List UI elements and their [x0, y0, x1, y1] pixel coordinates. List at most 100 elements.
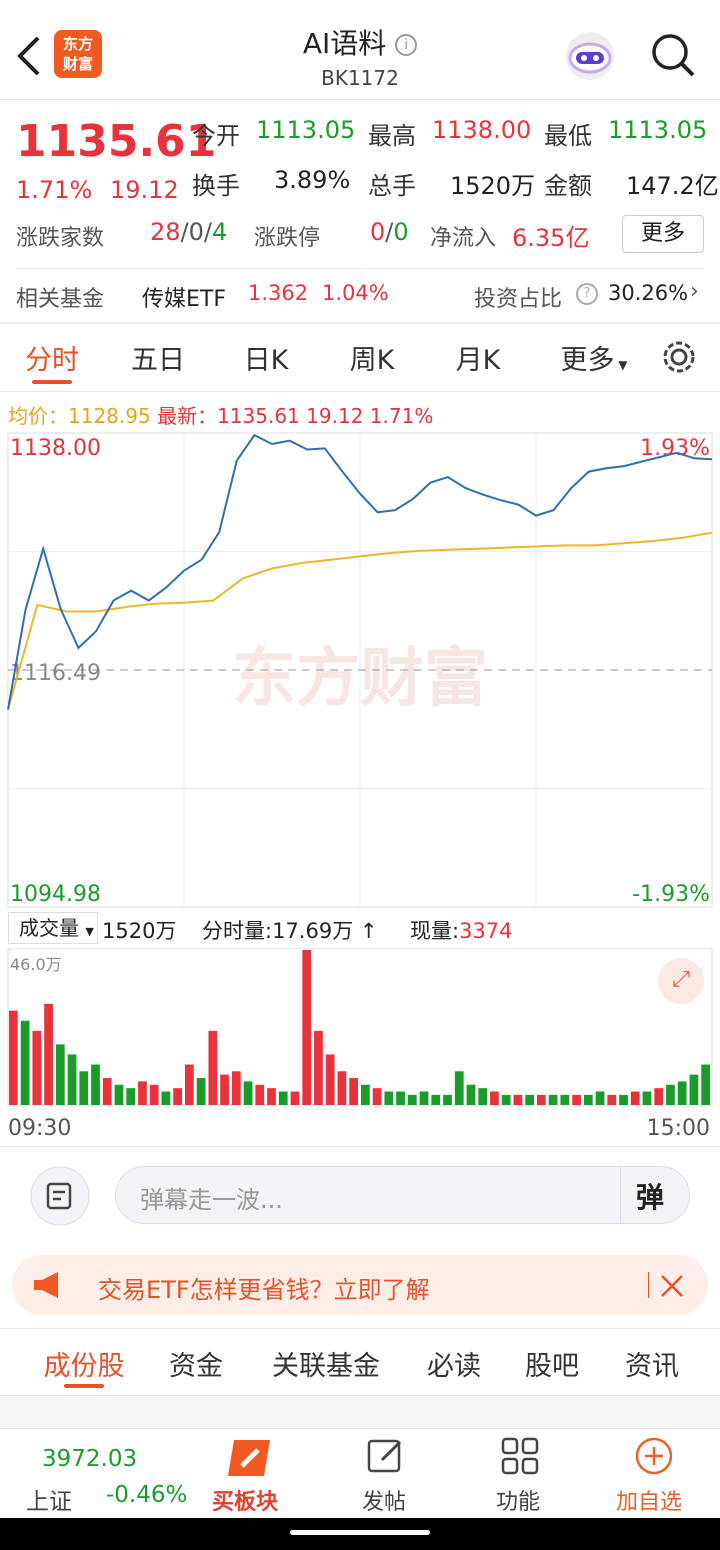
- y-tick-label: 1116.49: [10, 661, 101, 686]
- danmaku-settings[interactable]: [30, 1166, 90, 1226]
- search-button[interactable]: [650, 32, 696, 78]
- change: 19.12: [110, 176, 179, 204]
- volume-bar: [302, 950, 312, 1105]
- sub-tab[interactable]: 资金: [169, 1351, 223, 1382]
- limit: 0/0: [370, 218, 409, 246]
- volume-bar: [79, 1071, 89, 1105]
- stat-value: 147.2亿: [626, 172, 719, 200]
- volume-bar: [407, 1094, 417, 1105]
- header-title-row: AI语料 i: [0, 22, 720, 62]
- inflow: 6.35亿: [512, 224, 590, 252]
- volume-bar: [630, 1091, 640, 1105]
- chevron[interactable]: ›: [690, 279, 699, 304]
- limit-up: 0: [370, 218, 386, 246]
- y-tick-label: 46.0万: [10, 955, 62, 974]
- tab[interactable]: 周K: [349, 345, 395, 376]
- sub-tab[interactable]: 资讯: [625, 1351, 679, 1382]
- nav-add-watch[interactable]: 加自选: [616, 1490, 683, 1515]
- flat-count: 0: [188, 218, 204, 246]
- legend-pct: 1.71%: [369, 404, 434, 428]
- fund-name[interactable]: 传媒ETF: [142, 287, 226, 312]
- divider: [0, 1395, 720, 1396]
- expand-button[interactable]: ⤢: [658, 958, 704, 1004]
- volume-bar: [196, 1078, 206, 1105]
- more-button[interactable]: 更多: [622, 215, 704, 253]
- back-button[interactable]: [14, 34, 44, 78]
- tab[interactable]: 分时: [25, 345, 79, 376]
- volume-bar: [20, 1020, 30, 1105]
- volume-bar: [560, 1094, 570, 1105]
- volume-bar: [478, 1088, 488, 1105]
- up-count: 28: [150, 218, 181, 246]
- volume-bar: [431, 1094, 441, 1105]
- tab[interactable]: 五日: [131, 345, 185, 376]
- robot-icon[interactable]: [562, 28, 618, 84]
- divider: [0, 1146, 720, 1147]
- logo-text: 财富: [62, 55, 93, 73]
- price-chart: 东方财富 1138.00 1116.49 1094.98 1.93% -1.93%: [7, 432, 713, 908]
- megaphone-icon: [34, 1272, 58, 1298]
- legend-change: 19.12: [306, 404, 364, 428]
- close-button[interactable]: [660, 1274, 684, 1298]
- tab[interactable]: 更多 ▼: [560, 345, 628, 376]
- legend-latest-label: 最新：: [157, 404, 218, 428]
- chart-legend: 均价：1128.95 最新：1135.61 19.12 1.71%: [8, 400, 433, 429]
- nav-function[interactable]: 功能: [496, 1490, 541, 1515]
- limit-down: 0: [393, 218, 409, 246]
- sub-tab[interactable]: 成份股: [43, 1351, 125, 1382]
- ratio-label: 投资占比: [474, 287, 563, 312]
- sub-tab[interactable]: 股吧: [525, 1351, 579, 1382]
- volume-bar: [349, 1078, 358, 1105]
- banner[interactable]: [12, 1255, 708, 1315]
- stat-label: 最高: [368, 122, 416, 150]
- volume-bar: [243, 1081, 253, 1105]
- sep: /: [203, 218, 213, 246]
- stat-value: 3.89%: [274, 166, 351, 194]
- volume-bar: [513, 1094, 523, 1105]
- volume-bar: [325, 1054, 335, 1105]
- y-tick-label: 1138.00: [10, 436, 101, 461]
- volume-total: 1520万: [102, 919, 177, 943]
- index-name: 上证: [26, 1489, 72, 1515]
- nav-buy-sector[interactable]: 买板块: [212, 1490, 279, 1515]
- volume-bar: [548, 1094, 558, 1105]
- volume-bar: [525, 1094, 534, 1105]
- volume-bar: [607, 1094, 617, 1105]
- volume-bar: [537, 1094, 546, 1105]
- volume-bar: [44, 1003, 53, 1105]
- volume-label: 成交量: [19, 916, 79, 940]
- volume-bar: [419, 1091, 429, 1105]
- tab[interactable]: 日K: [243, 345, 289, 376]
- volume-bar: [677, 1081, 687, 1105]
- danmaku-button[interactable]: 弹: [636, 1181, 665, 1214]
- line-series: [7, 433, 713, 710]
- sub-tab[interactable]: 必读: [427, 1351, 481, 1382]
- function-icon: [501, 1437, 539, 1475]
- volume-bar: [231, 1071, 241, 1105]
- volume-bar: [701, 1064, 710, 1105]
- minute-value: 17.69万: [272, 919, 354, 943]
- volume-bar: [466, 1084, 476, 1105]
- now-volume: 现量:3374: [410, 915, 513, 945]
- code: BK1172: [321, 66, 399, 90]
- divider: [0, 1328, 720, 1329]
- index-pct: -0.46%: [106, 1482, 188, 1508]
- stat-value: 1113.05: [608, 116, 708, 144]
- settings-button[interactable]: [660, 338, 698, 376]
- now-label: 现量:: [410, 919, 460, 943]
- volume-bar: [67, 1054, 77, 1105]
- index-value[interactable]: 3972.03: [42, 1446, 138, 1472]
- sub-tab[interactable]: 关联基金: [272, 1351, 380, 1382]
- post-icon: [367, 1439, 402, 1473]
- legend-avg-label: 均价：: [8, 404, 68, 428]
- volume-dropdown[interactable]: 成交量 ▼: [8, 912, 98, 944]
- volume-bar: [161, 1091, 171, 1105]
- inflow-label: 净流入: [430, 226, 497, 251]
- tab[interactable]: 月K: [455, 345, 501, 376]
- nav-post[interactable]: 发帖: [362, 1490, 407, 1515]
- y2-tick-label: -1.93%: [632, 882, 710, 907]
- watermark: 东方财富: [232, 642, 488, 716]
- help-icon[interactable]: ?: [576, 283, 598, 305]
- volume-bar: [149, 1084, 159, 1105]
- danmaku-input[interactable]: [115, 1166, 690, 1224]
